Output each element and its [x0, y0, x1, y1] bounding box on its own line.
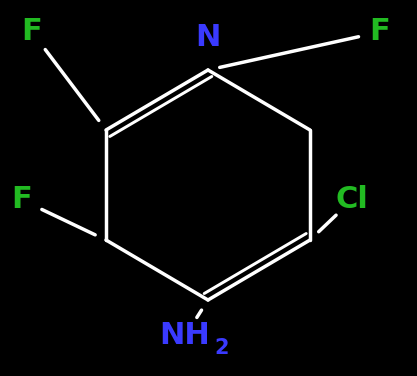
Text: Cl: Cl — [336, 185, 369, 214]
Text: F: F — [369, 18, 390, 47]
Text: NH: NH — [160, 321, 210, 350]
Text: F: F — [22, 18, 43, 47]
Text: N: N — [195, 23, 221, 53]
Text: 2: 2 — [215, 338, 229, 358]
Text: F: F — [12, 185, 33, 214]
